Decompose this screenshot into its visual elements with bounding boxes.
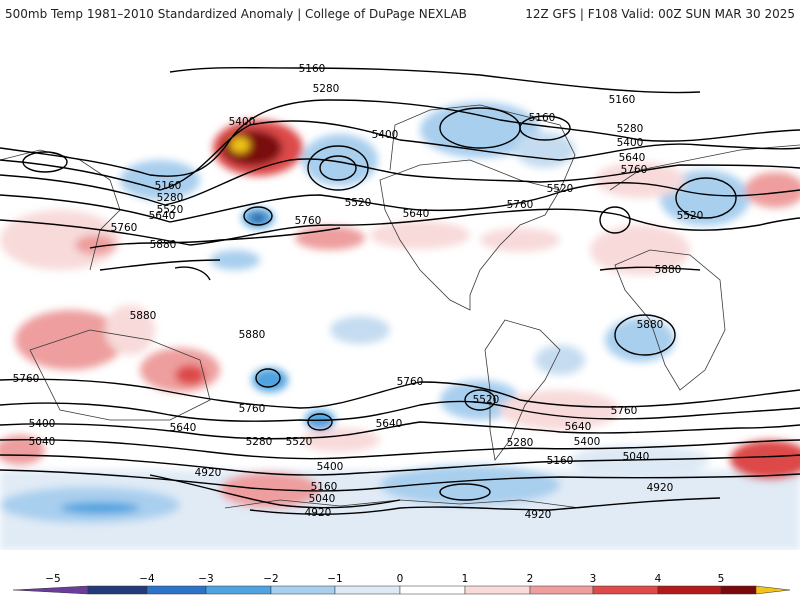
contour-label: 5280 (246, 436, 273, 448)
anomaly-shading (0, 102, 800, 550)
contour-label: 5520 (157, 204, 184, 216)
contour-label: 5280 (617, 123, 644, 135)
colorbar-tick-label: 4 (655, 573, 662, 585)
contour-label: 5760 (611, 405, 638, 417)
contour-label: 5160 (155, 180, 182, 192)
contour-label: 5640 (403, 208, 430, 220)
map-title: 500mb Temp 1981–2010 Standardized Anomal… (5, 7, 467, 21)
contour-label: 5280 (157, 192, 184, 204)
colorbar-swatches (12, 585, 791, 595)
contour-label: 4920 (305, 507, 332, 519)
contour-label: 5160 (547, 455, 574, 467)
contour-label: 5160 (311, 481, 338, 493)
contour-label: 5880 (150, 239, 177, 251)
colorbar-tick-label: 2 (527, 573, 534, 585)
contour-label: 5640 (149, 210, 176, 222)
contour-label: 5400 (574, 436, 601, 448)
colorbar-swatch (12, 585, 89, 595)
contour-label: 4920 (195, 467, 222, 479)
contour-label: 5760 (295, 215, 322, 227)
contour-label: 5760 (397, 376, 424, 388)
contour-label: 5760 (13, 373, 40, 385)
contour-label: 5520 (473, 394, 500, 406)
contour-label: 5520 (547, 183, 574, 195)
contour-label: 5640 (565, 421, 592, 433)
contour-label: 5400 (617, 137, 644, 149)
contour-label: 5160 (609, 94, 636, 106)
colorbar-swatch (657, 585, 722, 595)
anomaly-map: 5160 5280 5400 5400 5160 5160 5280 5400 … (0, 63, 800, 550)
contour-label: 5280 (507, 437, 534, 449)
colorbar-tick-label: 1 (462, 573, 469, 585)
colorbar-tick-label: 5 (718, 573, 725, 585)
colorbar-tick-label: 3 (590, 573, 597, 585)
header-bar: 500mb Temp 1981–2010 Standardized Anomal… (0, 0, 800, 28)
contour-label: 4920 (647, 482, 674, 494)
contour-label: 5880 (637, 319, 664, 331)
contour-label: 5880 (130, 310, 157, 322)
colorbar-swatch (334, 585, 401, 595)
contour-label: 4920 (525, 509, 552, 521)
colorbar-tick-label: −2 (263, 573, 278, 585)
colorbar-swatch (720, 585, 757, 595)
colorbar-tick-label: −4 (139, 573, 155, 585)
colorbar-tick-label: 0 (397, 573, 404, 585)
contour-label: 5160 (299, 63, 326, 75)
colorbar-swatch (205, 585, 272, 595)
contour-label: 5400 (317, 461, 344, 473)
contour-label: 5760 (111, 222, 138, 234)
contour-label: 5880 (655, 264, 682, 276)
colorbar-tick-label: −1 (327, 573, 342, 585)
colorbar-swatch (270, 585, 336, 595)
contour-label: 5760 (621, 164, 648, 176)
colorbar-swatch (529, 585, 594, 595)
contour-label: 5400 (372, 129, 399, 141)
contour-label: 5520 (677, 210, 704, 222)
contour-label: 5400 (229, 116, 256, 128)
colorbar-tick-label: −5 (45, 573, 60, 585)
contour-label: 5520 (345, 197, 372, 209)
contour-label: 5040 (623, 451, 650, 463)
contour-label: 5400 (29, 418, 56, 430)
contour-labels: 5160 5280 5400 5400 5160 5160 5280 5400 … (13, 63, 704, 521)
model-run-info: 12Z GFS | F108 Valid: 00Z SUN MAR 30 202… (525, 7, 795, 21)
contour-label: 5640 (376, 418, 403, 430)
contour-label: 5640 (170, 422, 197, 434)
colorbar-swatch (399, 585, 466, 595)
contour-label: 5520 (286, 436, 313, 448)
contour-label: 5040 (309, 493, 336, 505)
contour-label: 5640 (619, 152, 646, 164)
contour-label: 5760 (507, 199, 534, 211)
colorbar-swatch (464, 585, 531, 595)
colorbar-swatch (146, 585, 207, 595)
colorbar-tick-label: −3 (198, 573, 213, 585)
height-contours (0, 66, 800, 515)
colorbar-swatch (755, 585, 791, 595)
contour-label: 5040 (29, 436, 56, 448)
colorbar-swatch (592, 585, 659, 595)
contour-label: 5880 (239, 329, 266, 341)
colorbar-swatch (87, 585, 148, 595)
contour-label: 5280 (313, 83, 340, 95)
contour-label: 5160 (529, 112, 556, 124)
anomaly-colorbar: −5 −4 −3 −2 −1 0 1 2 3 4 5 (12, 573, 791, 595)
contour-label: 5760 (239, 403, 266, 415)
